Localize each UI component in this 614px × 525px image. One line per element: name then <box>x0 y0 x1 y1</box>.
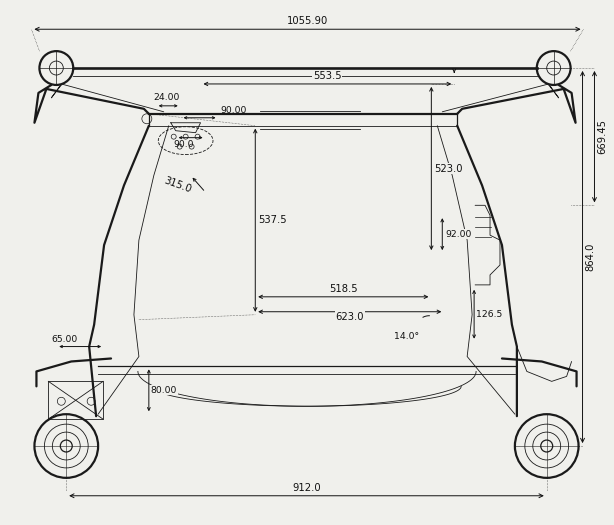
Text: 623.0: 623.0 <box>335 312 364 322</box>
Text: 14.0°: 14.0° <box>394 332 419 341</box>
Text: 553.5: 553.5 <box>313 71 342 81</box>
Text: 523.0: 523.0 <box>434 163 463 173</box>
Text: 90.0: 90.0 <box>174 140 194 149</box>
Text: 24.00: 24.00 <box>154 93 180 102</box>
Text: 1055.90: 1055.90 <box>287 16 328 26</box>
Text: 92.00: 92.00 <box>445 229 472 239</box>
Text: 90.00: 90.00 <box>220 106 247 115</box>
Text: 315.0: 315.0 <box>163 176 193 195</box>
Text: 864.0: 864.0 <box>586 243 596 271</box>
Text: 912.0: 912.0 <box>292 483 321 493</box>
Text: 518.5: 518.5 <box>329 284 357 294</box>
Text: 126.5: 126.5 <box>476 310 502 319</box>
Text: 537.5: 537.5 <box>258 215 287 225</box>
Text: 669.45: 669.45 <box>597 119 607 154</box>
Text: 80.00: 80.00 <box>151 386 177 395</box>
Text: 65.00: 65.00 <box>52 334 77 343</box>
